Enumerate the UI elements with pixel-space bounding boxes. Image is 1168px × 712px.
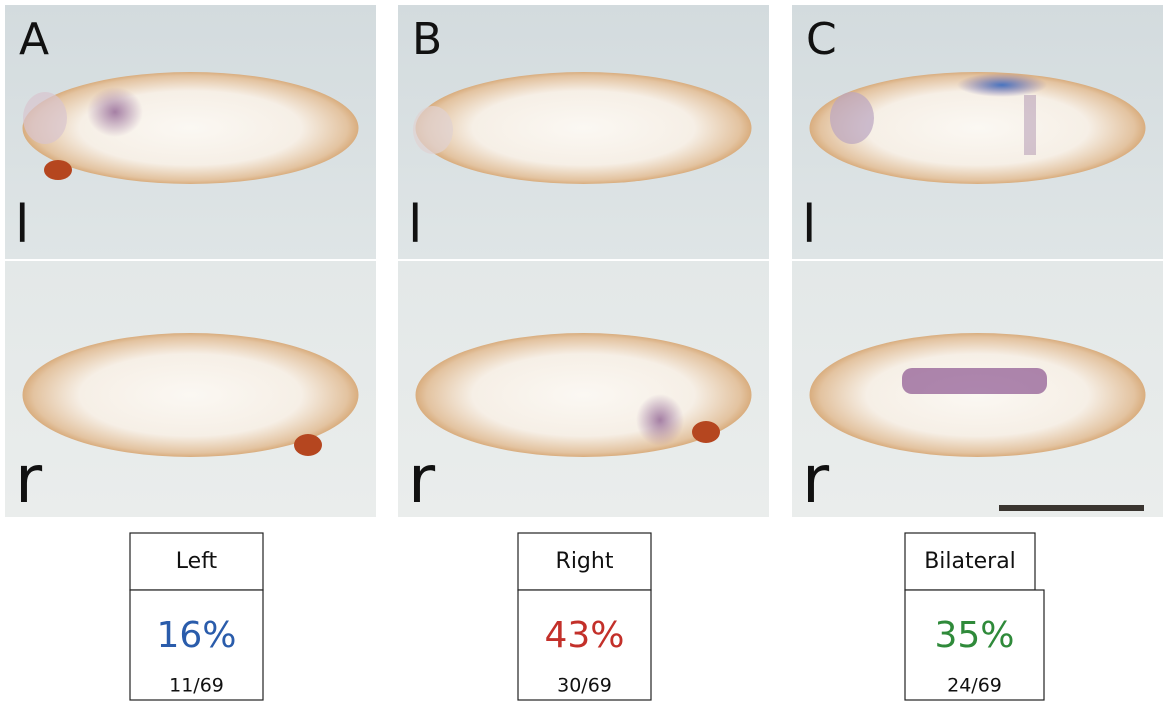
percent: 35% — [934, 615, 1014, 656]
side-label: l — [15, 195, 29, 255]
side-label: l — [408, 195, 422, 255]
stain — [636, 394, 684, 446]
result-box — [129, 589, 264, 701]
panel: Bl r Right 43% 30/69 — [398, 5, 769, 701]
panel-letter: A — [19, 14, 49, 65]
fraction: 24/69 — [947, 675, 1002, 697]
side-label: r — [408, 441, 436, 518]
percent: 16% — [156, 615, 236, 656]
embryo — [415, 72, 752, 184]
stain — [957, 73, 1047, 97]
panel: Al r Left 16% 11/69 — [5, 5, 376, 701]
head — [830, 92, 874, 144]
fraction: 30/69 — [557, 675, 612, 697]
percent: 43% — [544, 615, 624, 656]
scale-bar — [999, 505, 1144, 511]
stain — [1024, 95, 1036, 155]
category-box — [904, 532, 1036, 591]
embryo — [22, 333, 359, 457]
embryo — [22, 72, 359, 184]
side-label: l — [802, 195, 816, 255]
embryo — [809, 333, 1146, 457]
panels: Al r Left 16% 11/69 Bl r Right 43% 30/69 Cl r Bilate… — [5, 5, 1163, 701]
side-label: r — [802, 441, 830, 518]
cement-gland — [294, 434, 322, 456]
result-box — [904, 589, 1045, 701]
result-box — [517, 589, 652, 701]
category-label: Left — [176, 549, 218, 574]
category-box — [517, 532, 652, 591]
panel-letter: B — [412, 14, 442, 65]
fraction: 11/69 — [169, 675, 224, 697]
cement-gland — [692, 421, 720, 443]
panel-letter: C — [806, 14, 837, 65]
category-label: Bilateral — [924, 549, 1016, 574]
stain — [87, 87, 143, 137]
category-box — [129, 532, 264, 591]
head — [413, 106, 453, 154]
category-label: Right — [556, 549, 614, 574]
panel: Cl r Bilateral 35% 24/69 — [792, 5, 1163, 701]
cement-gland — [44, 160, 72, 180]
embryo — [809, 72, 1146, 184]
stain — [902, 368, 1047, 394]
head — [23, 92, 67, 144]
side-label: r — [15, 441, 43, 518]
